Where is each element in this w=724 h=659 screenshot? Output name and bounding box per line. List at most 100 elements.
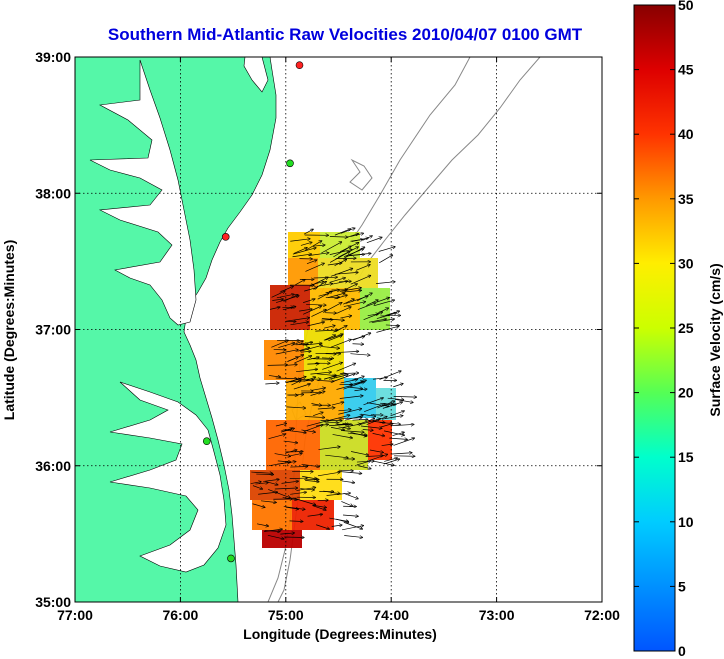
velocity-arrow (328, 293, 345, 298)
colorbar-tick-label: 5 (678, 578, 686, 594)
velocity-arrow (343, 299, 354, 305)
velocity-arrow (333, 326, 346, 333)
velocity-arrow (313, 245, 325, 246)
velocity-arrow (299, 309, 312, 312)
velocity-arrow (363, 398, 383, 406)
velocity-arrow (369, 319, 386, 323)
velocity-arrow (324, 422, 339, 423)
velocity-arrow (316, 284, 332, 287)
radar-stations (202, 61, 304, 563)
velocity-arrow (300, 351, 311, 352)
velocity-arrow (289, 380, 313, 383)
velocity-arrow (313, 282, 326, 290)
y-tick-label: 36:00 (35, 458, 71, 474)
velocity-arrow (280, 533, 294, 534)
velocity-arrow (263, 479, 279, 482)
velocity-arrow (303, 299, 315, 303)
velocity-arrow (331, 427, 344, 429)
velocity-arrow (299, 345, 322, 352)
velocity-arrow (376, 282, 395, 284)
velocity-arrow (371, 460, 394, 466)
velocity-arrow (349, 253, 371, 256)
velocity-arrow (256, 523, 268, 526)
y-axis-label: Latitude (Degrees:Minutes) (1, 240, 17, 420)
velocity-arrow (265, 383, 278, 384)
velocity-arrow (275, 378, 297, 379)
velocity-arrow (357, 303, 376, 310)
velocity-arrow (335, 351, 359, 352)
velocity-arrow (275, 350, 298, 355)
velocity-arrow (271, 291, 285, 298)
velocity-arrow (290, 453, 302, 457)
x-tick-label: 72:00 (584, 607, 620, 623)
velocity-arrow (285, 379, 300, 383)
velocity-arrow (385, 325, 399, 326)
velocity-arrow (268, 489, 290, 497)
velocity-arrow (369, 449, 383, 452)
velocity-arrow (339, 396, 363, 399)
velocity-arrow (268, 462, 289, 467)
velocity-arrow (341, 481, 354, 483)
velocity-arrow (336, 518, 348, 522)
velocity-arrow (290, 466, 307, 467)
velocity-arrow (343, 382, 364, 390)
velocity-arrow (341, 501, 352, 506)
velocity-arrow (300, 242, 312, 246)
velocity-arrow (393, 396, 417, 397)
velocity-arrow (267, 534, 284, 539)
velocity-arrow (387, 398, 404, 399)
velocity-arrow (383, 430, 404, 435)
velocity-arrow (324, 374, 345, 380)
x-axis: 77:00 76:00 75:00 74:00 73:00 72:00 (57, 57, 620, 623)
velocity-arrow (376, 313, 397, 319)
velocity-arrow (323, 326, 335, 329)
velocity-arrow (340, 430, 364, 433)
x-tick-label: 77:00 (57, 607, 93, 623)
colorbar-tick-label: 20 (678, 385, 694, 401)
velocity-arrow (296, 369, 317, 373)
velocity-arrow (289, 478, 307, 479)
velocity-arrow (350, 354, 369, 356)
velocity-arrow (344, 416, 363, 421)
velocity-arrow (306, 420, 329, 427)
x-tick-label: 75:00 (268, 607, 304, 623)
velocity-arrow (321, 242, 341, 254)
velocity-arrow (344, 535, 362, 538)
velocity-arrow (381, 444, 393, 445)
velocity-arrow (268, 434, 286, 440)
velocity-arrow (279, 286, 293, 293)
velocity-arrow (339, 281, 351, 282)
velocity-arrow (307, 322, 324, 327)
velocity-arrow (325, 454, 348, 458)
velocity-arrow (350, 276, 371, 285)
velocity-arrow (283, 295, 298, 302)
velocity-arrow (318, 447, 339, 450)
velocity-arrow (250, 482, 261, 484)
velocity-arrow (335, 272, 358, 275)
velocity-arrow (323, 490, 340, 494)
velocity-arrow (306, 304, 326, 305)
velocity-arrow (342, 515, 358, 516)
velocity-arrow (292, 248, 316, 255)
velocity-arrow (362, 236, 372, 241)
velocity-arrow (260, 501, 276, 503)
velocity-arrow (334, 229, 351, 236)
velocity-arrow (271, 340, 288, 348)
velocity-arrow (252, 503, 265, 508)
velocity-arrow (366, 300, 378, 306)
velocity-arrow (310, 372, 331, 375)
x-tick-label: 73:00 (479, 607, 515, 623)
chesapeake-bay (89, 59, 197, 326)
velocity-arrow (338, 247, 358, 258)
velocity-arrow (352, 419, 367, 420)
velocity-arrow (305, 241, 322, 251)
velocity-arrow (341, 290, 361, 293)
velocity-arrow (343, 492, 358, 498)
velocity-arrow (317, 291, 332, 300)
velocity-arrow (328, 424, 350, 425)
velocity-arrow (395, 399, 413, 402)
velocity-arrow (378, 255, 392, 264)
velocity-arrow (350, 451, 368, 455)
colorbar-tick-label: 30 (678, 255, 694, 271)
velocity-arrow (366, 417, 387, 425)
